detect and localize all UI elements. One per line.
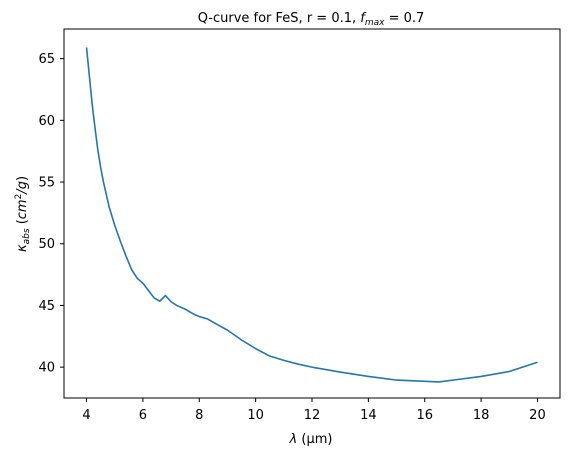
x-tick-label: 20 (529, 408, 546, 423)
x-tick-label: 14 (360, 408, 377, 423)
x-tick-label: 16 (416, 408, 433, 423)
series-layer (85, 47, 538, 383)
x-tick-label: 10 (247, 408, 264, 423)
x-axis-ticks: 4 6 8 10 12 14 16 18 20 (82, 398, 546, 423)
y-tick-label: 40 (38, 361, 55, 376)
y-axis-ticks: 40 45 50 55 60 65 (38, 52, 64, 376)
y-axis-label: κabs (cm2/g) (14, 176, 32, 252)
x-tick-label: 6 (139, 408, 147, 423)
y-tick-label: 60 (38, 114, 55, 129)
y-tick-label: 55 (38, 176, 55, 191)
plot-area-frame (63, 28, 561, 399)
chart-title: Q-curve for FeS, r = 0.1, fmax = 0.7 (198, 11, 425, 28)
y-tick-label: 65 (38, 52, 55, 67)
y-tick-label: 45 (38, 299, 55, 314)
x-tick-label: 4 (82, 408, 90, 423)
series-line-0 (85, 47, 538, 383)
x-tick-label: 8 (195, 408, 203, 423)
x-axis-label: λ (μm) (289, 432, 333, 447)
x-tick-label: 12 (304, 408, 321, 423)
x-tick-label: 18 (473, 408, 490, 423)
y-tick-label: 50 (38, 237, 55, 252)
